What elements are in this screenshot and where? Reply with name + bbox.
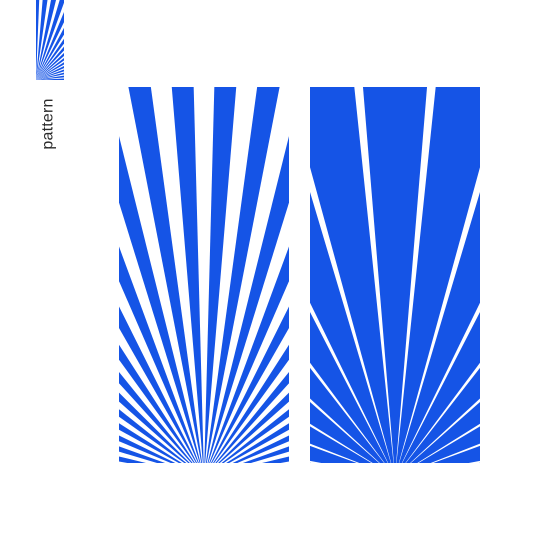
ray-stripe-inverted (310, 398, 380, 463)
icon-ray (36, 62, 64, 80)
ray-stripe (119, 246, 199, 463)
ray-stripe (212, 344, 289, 463)
ray-stripe (204, 87, 237, 463)
ray-pattern-graphic (119, 87, 289, 463)
ray-stripe-inverted (396, 87, 436, 463)
ray-pattern-graphic-inverted (310, 87, 480, 463)
ray-stripe (119, 371, 193, 463)
ray-stripe-inverted (405, 362, 480, 463)
icon-ray (36, 46, 64, 80)
icon-ray (36, 52, 64, 80)
brand-wordmark: pattern (34, 88, 64, 160)
sunburst-icon (36, 0, 64, 80)
icon-ray (36, 75, 64, 80)
ray-stripe (128, 87, 203, 463)
ray-stripe-inverted (401, 302, 480, 463)
ray-stripe (205, 87, 280, 463)
icon-ray (36, 11, 64, 80)
ray-stripe-inverted (468, 460, 480, 463)
ray-stripe-inverted (417, 423, 480, 463)
icon-ray (36, 27, 64, 80)
ray-stripe (215, 371, 289, 463)
ray-stripe (171, 87, 204, 463)
ray-stripe (262, 456, 289, 463)
icon-ray (36, 38, 64, 80)
pattern-panel-rays-on-white (119, 87, 289, 463)
ray-stripe-inverted (310, 167, 392, 463)
ray-stripe-inverted (310, 460, 322, 463)
ray-stripe (226, 423, 289, 463)
ray-stripe (119, 409, 187, 463)
icon-ray (36, 69, 64, 80)
ray-stripe-inverted (310, 362, 385, 463)
ray-stripe (119, 136, 201, 463)
ray-stripe-inverted (310, 302, 389, 463)
icon-ray (36, 72, 64, 80)
ray-stripe (119, 392, 190, 463)
ray-stripe (221, 409, 289, 463)
icon-ray (36, 0, 57, 80)
icon-ray (36, 0, 64, 80)
ray-stripe (242, 446, 289, 463)
brand: pattern (34, 0, 64, 160)
ray-stripe (232, 435, 289, 463)
pattern-panel-rays-on-blue (310, 87, 480, 463)
ray-stripe (119, 456, 146, 463)
ray-stripe-inverted (430, 443, 480, 463)
icon-ray (36, 0, 40, 80)
icon-ray (36, 57, 64, 80)
icon-ray (36, 66, 64, 80)
ray-stripe (119, 423, 182, 463)
icon-ray (36, 78, 64, 80)
ray-stripe-inverted (310, 423, 373, 463)
ray-stripe (119, 435, 176, 463)
ray-stripe (218, 392, 289, 463)
ray-stripe-inverted (354, 87, 394, 463)
ray-stripe (209, 246, 289, 463)
ray-stripe (207, 136, 289, 463)
ray-stripe-inverted (310, 443, 360, 463)
brand-word-text: pattern (40, 98, 57, 150)
